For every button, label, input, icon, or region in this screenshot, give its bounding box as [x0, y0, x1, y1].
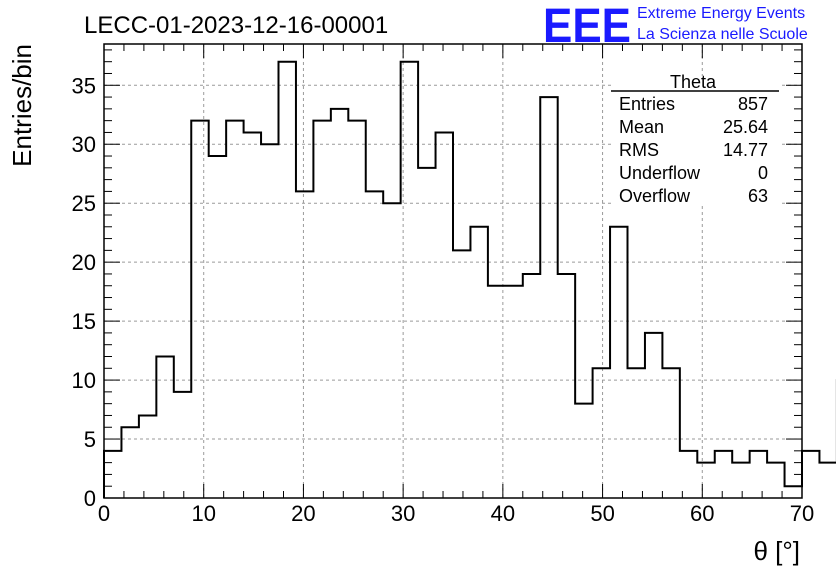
y-tick-label: 35: [72, 73, 96, 98]
stats-box-title: Theta: [670, 72, 717, 92]
stats-label: RMS: [619, 140, 659, 160]
stats-value: 63: [748, 186, 768, 206]
y-tick-label: 15: [72, 309, 96, 334]
axis-ticks: [103, 44, 803, 499]
y-tick-labels: 0 5 10 15 20 25 30 35: [72, 73, 96, 511]
y-tick-label: 20: [72, 250, 96, 275]
y-tick-label: 0: [84, 486, 96, 511]
y-tick-label: 5: [84, 427, 96, 452]
stats-box: Theta Entries 857 Mean 25.64 RMS 14.77 Underfl…: [611, 72, 779, 206]
eee-logo: EEE: [543, 0, 631, 53]
y-tick-label: 30: [72, 132, 96, 157]
stats-label: Mean: [619, 117, 664, 137]
stats-value: 14.77: [723, 140, 768, 160]
stats-label: Underflow: [619, 163, 701, 183]
x-tick-label: 20: [291, 501, 315, 526]
x-tick-label: 70: [790, 501, 814, 526]
plot-frame: [103, 43, 803, 499]
x-tick-labels: 0 10 20 30 40 50 60 70: [98, 501, 814, 526]
x-tick-label: 40: [491, 501, 515, 526]
stats-label: Entries: [619, 94, 675, 114]
stats-value: 25.64: [723, 117, 768, 137]
stats-value: 0: [758, 163, 768, 183]
y-tick-label: 25: [72, 191, 96, 216]
logo-line-1: Extreme Energy Events: [637, 5, 805, 22]
x-tick-label: 50: [590, 501, 614, 526]
histogram-steps: [103, 60, 836, 498]
x-tick-label: 0: [98, 501, 110, 526]
stats-value: 857: [738, 94, 768, 114]
x-tick-label: 60: [690, 501, 714, 526]
y-axis-label: Entries/bin: [7, 44, 37, 167]
y-tick-label: 10: [72, 368, 96, 393]
stats-box-background: [611, 76, 779, 206]
logo-line-2: La Scienza nelle Scuole: [637, 26, 808, 43]
x-axis-label: θ [°]: [753, 536, 800, 566]
x-tick-label: 10: [191, 501, 215, 526]
x-tick-label: 30: [391, 501, 415, 526]
chart-title: LECC-01-2023-12-16-00001: [84, 12, 388, 39]
stats-label: Overflow: [619, 186, 691, 206]
